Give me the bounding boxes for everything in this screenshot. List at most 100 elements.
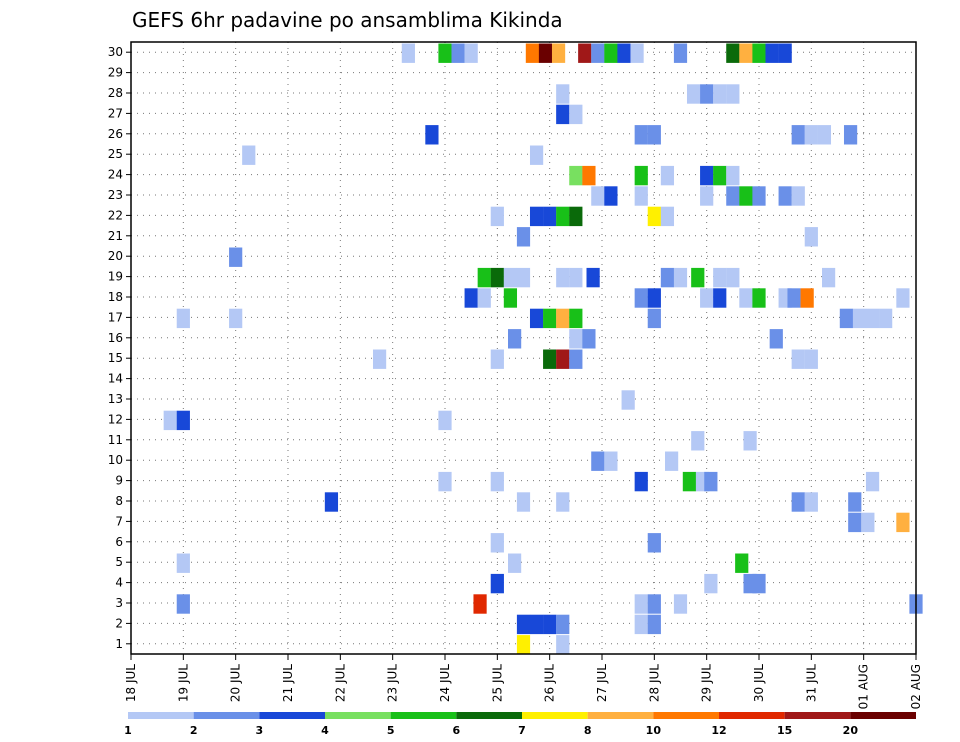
heatmap-cell xyxy=(791,125,805,145)
heatmap-cell xyxy=(176,553,190,573)
heatmap-cell xyxy=(665,451,679,471)
heatmap-cell xyxy=(686,84,701,104)
heatmap-cell xyxy=(529,145,544,165)
heatmap-cell xyxy=(490,206,504,227)
heatmap-cell xyxy=(477,288,491,308)
y-tick-label: 2 xyxy=(115,616,123,630)
heatmap-cell xyxy=(800,288,814,308)
legend-swatch xyxy=(259,712,325,719)
heatmap-cell xyxy=(591,451,605,471)
heatmap-cell xyxy=(660,165,675,186)
grid-lines xyxy=(131,42,916,654)
heatmap-cell xyxy=(503,288,518,308)
heatmap-cell xyxy=(556,635,570,655)
heatmap-cell xyxy=(791,492,805,512)
legend-swatch xyxy=(522,712,588,719)
heatmap-cell xyxy=(582,165,596,186)
heatmap-cell xyxy=(865,471,880,492)
heatmap-cell xyxy=(621,390,635,410)
legend-label: 10 xyxy=(646,724,662,737)
heatmap-cell xyxy=(726,186,740,206)
heatmap-cell xyxy=(604,186,618,206)
heatmap-cell xyxy=(713,165,727,186)
heatmap-cell xyxy=(516,614,531,635)
x-tick-label: 31 JUL xyxy=(804,664,818,702)
legend-swatch xyxy=(587,712,654,719)
color-legend: 1 2 3 4 5 6 7 8 10 12 15 20 xyxy=(124,712,916,737)
x-tick-label: 27 JUL xyxy=(595,664,609,702)
heatmap-cell xyxy=(578,43,592,63)
legend-swatch xyxy=(784,712,851,719)
heatmap-cell xyxy=(817,125,832,145)
heatmap-cell xyxy=(778,186,792,206)
heatmap-cell xyxy=(490,471,504,492)
heatmap-cell xyxy=(401,43,415,63)
heatmap-cell xyxy=(647,206,661,227)
heatmap-cell xyxy=(700,165,714,186)
heatmap-cell xyxy=(726,84,740,104)
x-tick-label: 21 JUL xyxy=(281,664,295,702)
y-tick-label: 1 xyxy=(115,637,123,651)
heatmap-cell xyxy=(726,165,740,186)
heatmap-cell xyxy=(516,267,531,288)
heatmap-cell xyxy=(704,471,718,492)
heatmap-cell xyxy=(556,104,570,125)
y-tick-label: 16 xyxy=(108,331,123,345)
x-tick-label: 19 JUL xyxy=(176,664,190,702)
heatmap-cells xyxy=(163,43,923,655)
heatmap-cell xyxy=(229,308,243,329)
heatmap-cell xyxy=(569,349,583,369)
heatmap-cell xyxy=(791,186,805,206)
y-tick-label: 8 xyxy=(115,494,123,508)
heatmap-cell xyxy=(508,553,522,573)
heatmap-cell xyxy=(508,329,522,349)
y-axis-ticks: 1234567891011121314151617181920212223242… xyxy=(108,45,131,651)
legend-swatch xyxy=(325,712,391,719)
heatmap-cell xyxy=(556,84,570,104)
heatmap-cell xyxy=(556,492,570,512)
heatmap-cell xyxy=(865,308,880,329)
y-tick-label: 23 xyxy=(108,188,123,202)
heatmap-cell xyxy=(477,267,491,288)
heatmap-cell xyxy=(372,349,387,369)
heatmap-cell xyxy=(752,573,766,594)
heatmap-cell xyxy=(569,206,583,227)
heatmap-cell xyxy=(556,206,570,227)
heatmap-cell xyxy=(543,308,557,329)
x-tick-label: 23 JUL xyxy=(386,664,400,702)
heatmap-cell xyxy=(647,594,661,614)
y-tick-label: 30 xyxy=(108,45,123,59)
heatmap-cell xyxy=(490,267,504,288)
legend-label: 6 xyxy=(453,724,461,737)
y-tick-label: 19 xyxy=(108,270,123,284)
legend-swatch xyxy=(850,712,916,719)
heatmap-cell xyxy=(473,594,487,614)
heatmap-cell xyxy=(735,553,749,573)
heatmap-cell xyxy=(569,165,583,186)
heatmap-cell xyxy=(176,410,190,431)
heatmap-cell xyxy=(647,533,661,553)
heatmap-cell xyxy=(691,431,705,451)
heatmap-cell xyxy=(630,43,644,63)
heatmap-cell xyxy=(634,614,648,635)
heatmap-cell xyxy=(673,267,688,288)
heatmap-cell xyxy=(543,614,557,635)
legend-swatch xyxy=(193,712,260,719)
heatmap-cell xyxy=(726,43,740,63)
heatmap-cell xyxy=(464,288,478,308)
heatmap-cell xyxy=(591,186,605,206)
heatmap-cell xyxy=(438,43,452,63)
heatmap-cell xyxy=(551,43,566,63)
heatmap-cell xyxy=(556,267,570,288)
heatmap-cell xyxy=(438,410,452,431)
heatmap-cell xyxy=(634,186,648,206)
heatmap-cell xyxy=(425,125,439,145)
heatmap-cell xyxy=(451,43,465,63)
heatmap-cell xyxy=(791,349,805,369)
heatmap-cell xyxy=(582,329,596,349)
heatmap-cell xyxy=(569,308,583,329)
heatmap-cell xyxy=(673,43,688,63)
heatmap-cell xyxy=(516,227,531,247)
heatmap-cell xyxy=(176,308,190,329)
x-tick-label: 22 JUL xyxy=(333,664,347,702)
